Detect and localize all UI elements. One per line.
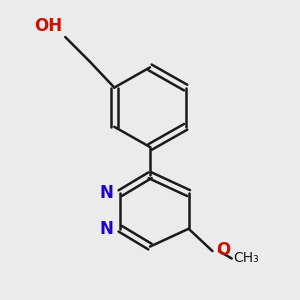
Text: N: N <box>99 220 113 238</box>
Text: OH: OH <box>34 17 62 35</box>
Text: CH₃: CH₃ <box>233 251 259 266</box>
Text: O: O <box>216 241 230 259</box>
Text: N: N <box>99 184 113 202</box>
